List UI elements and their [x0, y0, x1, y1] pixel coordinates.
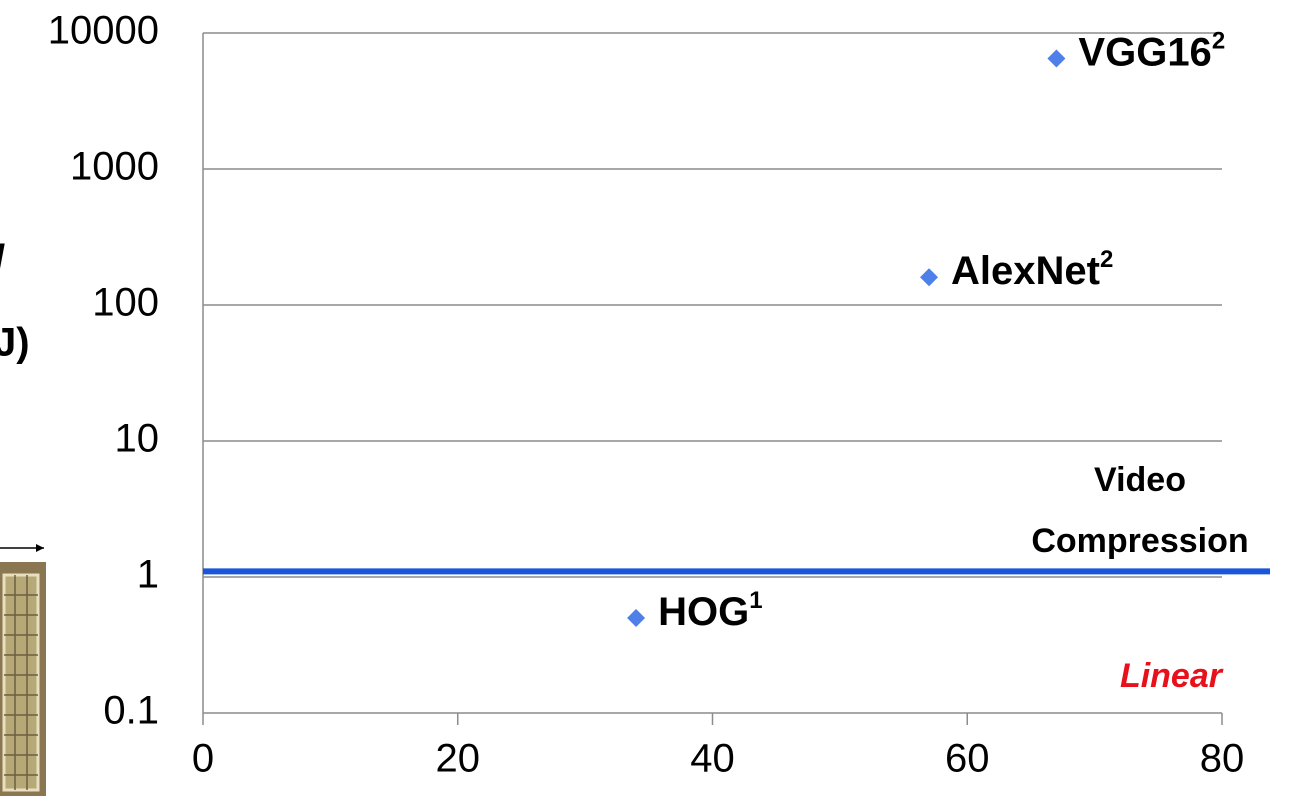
y-tick-label: 1	[137, 553, 159, 597]
y-axis-label-fragment: J)	[0, 321, 30, 365]
x-tick-label: 0	[192, 737, 214, 781]
point-label-sup: 1	[749, 587, 762, 614]
point-label-sup: 2	[1100, 247, 1113, 274]
point-label: HOG1	[658, 587, 762, 633]
y-tick-label: 0.1	[103, 689, 159, 733]
point-label-sup: 2	[1212, 28, 1225, 55]
chart: / J) Linear 10000 1000 100 10 1 0.1 0 20 40 60 80 V…	[0, 0, 1289, 796]
data-point	[627, 609, 645, 627]
arrow	[0, 544, 44, 552]
y-axis-label-fragment: /	[0, 238, 5, 282]
point-label-text: AlexNet	[951, 249, 1100, 293]
point-label: VGG162	[1078, 28, 1225, 74]
data-point	[1047, 49, 1065, 67]
point-label-text: VGG16	[1078, 30, 1211, 74]
x-tick-label: 40	[690, 737, 735, 781]
y-tick-label: 1000	[70, 145, 159, 189]
y-tick-label: 10000	[48, 9, 159, 53]
reference-line-label: Compression	[1031, 522, 1248, 560]
x-tick-label: 20	[436, 737, 481, 781]
data-point	[920, 268, 938, 286]
y-tick-label: 100	[92, 281, 159, 325]
point-label-text: HOG	[658, 590, 749, 634]
point-label: AlexNet2	[951, 247, 1113, 293]
x-tick-label: 60	[945, 737, 990, 781]
corner-note: Linear	[1120, 657, 1224, 695]
reference-line-label: Video	[1094, 461, 1186, 499]
y-tick-label: 10	[115, 417, 160, 461]
chip-photo	[0, 562, 46, 796]
x-tick-label: 80	[1200, 737, 1245, 781]
